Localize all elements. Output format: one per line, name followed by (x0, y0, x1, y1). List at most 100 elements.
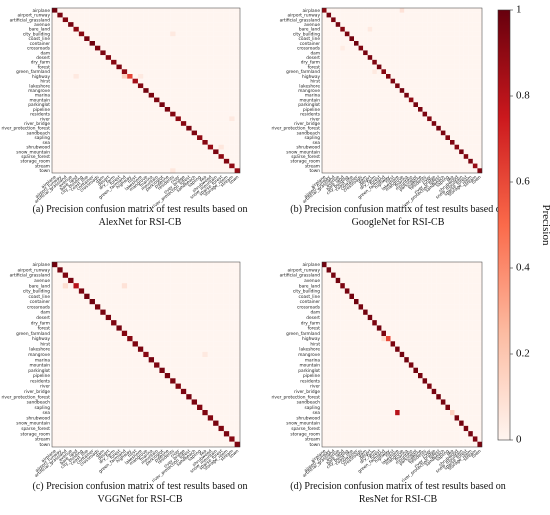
heatmap-cell (100, 341, 106, 347)
heatmap-cell (121, 378, 128, 384)
heatmap-cell (94, 168, 101, 174)
heatmap-cell (148, 102, 155, 108)
heatmap-cell (450, 410, 455, 416)
heatmap-cell (137, 45, 144, 51)
heatmap-cell (89, 78, 96, 84)
heatmap-cell (148, 45, 155, 51)
heatmap-cell (431, 22, 437, 27)
heatmap-cell (94, 92, 101, 98)
heatmap-cell (431, 116, 437, 122)
heatmap-cell (408, 330, 414, 337)
heatmap-cell (57, 309, 63, 315)
heatmap-cell (413, 12, 419, 18)
heatmap-cell (52, 388, 58, 395)
heatmap-cell (164, 64, 171, 70)
heatmap-cell (62, 26, 69, 32)
heatmap-cell (84, 262, 90, 268)
heatmap-cell (450, 404, 455, 411)
heatmap-cell (358, 111, 364, 117)
heatmap-cell (234, 55, 241, 60)
heatmap-cell (207, 299, 214, 305)
heatmap-cell (381, 283, 387, 289)
heatmap-cell (427, 92, 432, 98)
heatmap-cell (159, 314, 165, 321)
heatmap-cell (454, 111, 460, 117)
heatmap-cell (408, 288, 414, 294)
y-tick-label: crossroads (27, 304, 51, 310)
heatmap-cell (143, 436, 149, 442)
heatmap-cell (344, 330, 350, 337)
heatmap-cell (399, 36, 405, 42)
heatmap-cell (358, 158, 364, 164)
heatmap-cell (454, 314, 460, 321)
heatmap-cell (340, 262, 345, 268)
heatmap-cell (381, 97, 387, 103)
heatmap-cell (213, 341, 219, 347)
heatmap-cell (427, 69, 432, 75)
heatmap-cell (170, 362, 176, 368)
heatmap-cell (418, 351, 423, 358)
heatmap-cell (436, 55, 441, 60)
heatmap-cell (376, 309, 382, 315)
heatmap-cell (121, 36, 128, 42)
heatmap-cell (121, 309, 128, 315)
heatmap-cell (52, 351, 58, 358)
heatmap-cell (363, 50, 368, 56)
heatmap-cell (326, 97, 332, 103)
heatmap-cell (100, 36, 106, 42)
heatmap-cell (386, 277, 391, 284)
heatmap-cell (154, 378, 160, 384)
heatmap-cell (180, 283, 187, 289)
heatmap-cell (445, 97, 451, 103)
heatmap-cell (463, 130, 469, 136)
heatmap-cell (127, 135, 133, 141)
heatmap-cell (127, 149, 133, 155)
heatmap-cell (202, 154, 208, 159)
heatmap-cell (422, 102, 428, 108)
heatmap-cell (159, 293, 165, 300)
heatmap-cell (404, 107, 409, 112)
heatmap-cell (322, 26, 327, 32)
heatmap-cell (62, 325, 69, 331)
heatmap-cell (100, 140, 106, 145)
heatmap-cell (213, 383, 219, 389)
heatmap-cell (73, 8, 79, 13)
heatmap-cell (386, 36, 391, 42)
heatmap-cell (164, 116, 171, 122)
heatmap-cell (413, 144, 419, 150)
heatmap-cell (111, 135, 117, 141)
heatmap-cell (344, 373, 350, 379)
heatmap-cell (159, 64, 165, 70)
heatmap-cell (436, 262, 441, 268)
heatmap-cell (223, 8, 230, 13)
heatmap-cell (223, 357, 230, 363)
heatmap-cell (395, 378, 400, 384)
y-tick-label: hirst (40, 79, 50, 85)
heatmap-cell (445, 309, 451, 315)
heatmap-cell (340, 420, 345, 426)
heatmap-cell (408, 55, 414, 60)
heatmap-cell (335, 154, 341, 159)
heatmap-cell (454, 168, 460, 174)
heatmap-cell (229, 320, 235, 326)
heatmap-cell (354, 45, 359, 51)
heatmap-cell (422, 17, 428, 23)
heatmap-cell (148, 163, 155, 169)
heatmap-cell (78, 262, 85, 268)
heatmap-cell (62, 125, 69, 131)
heatmap-cell (223, 116, 230, 122)
heatmap-cell (218, 357, 224, 363)
heatmap-cell (363, 154, 368, 159)
heatmap-cell (427, 341, 432, 347)
heatmap-cell (372, 336, 377, 342)
heatmap-cell (180, 277, 187, 284)
heatmap-cell (197, 111, 203, 117)
heatmap-cell (132, 357, 138, 363)
heatmap-cell (202, 277, 208, 284)
heatmap-cell (390, 55, 396, 60)
heatmap-cell (94, 383, 101, 389)
heatmap-cell (127, 346, 133, 352)
heatmap-cell (436, 121, 441, 126)
heatmap-cell (159, 436, 165, 442)
heatmap-cell (180, 22, 187, 27)
